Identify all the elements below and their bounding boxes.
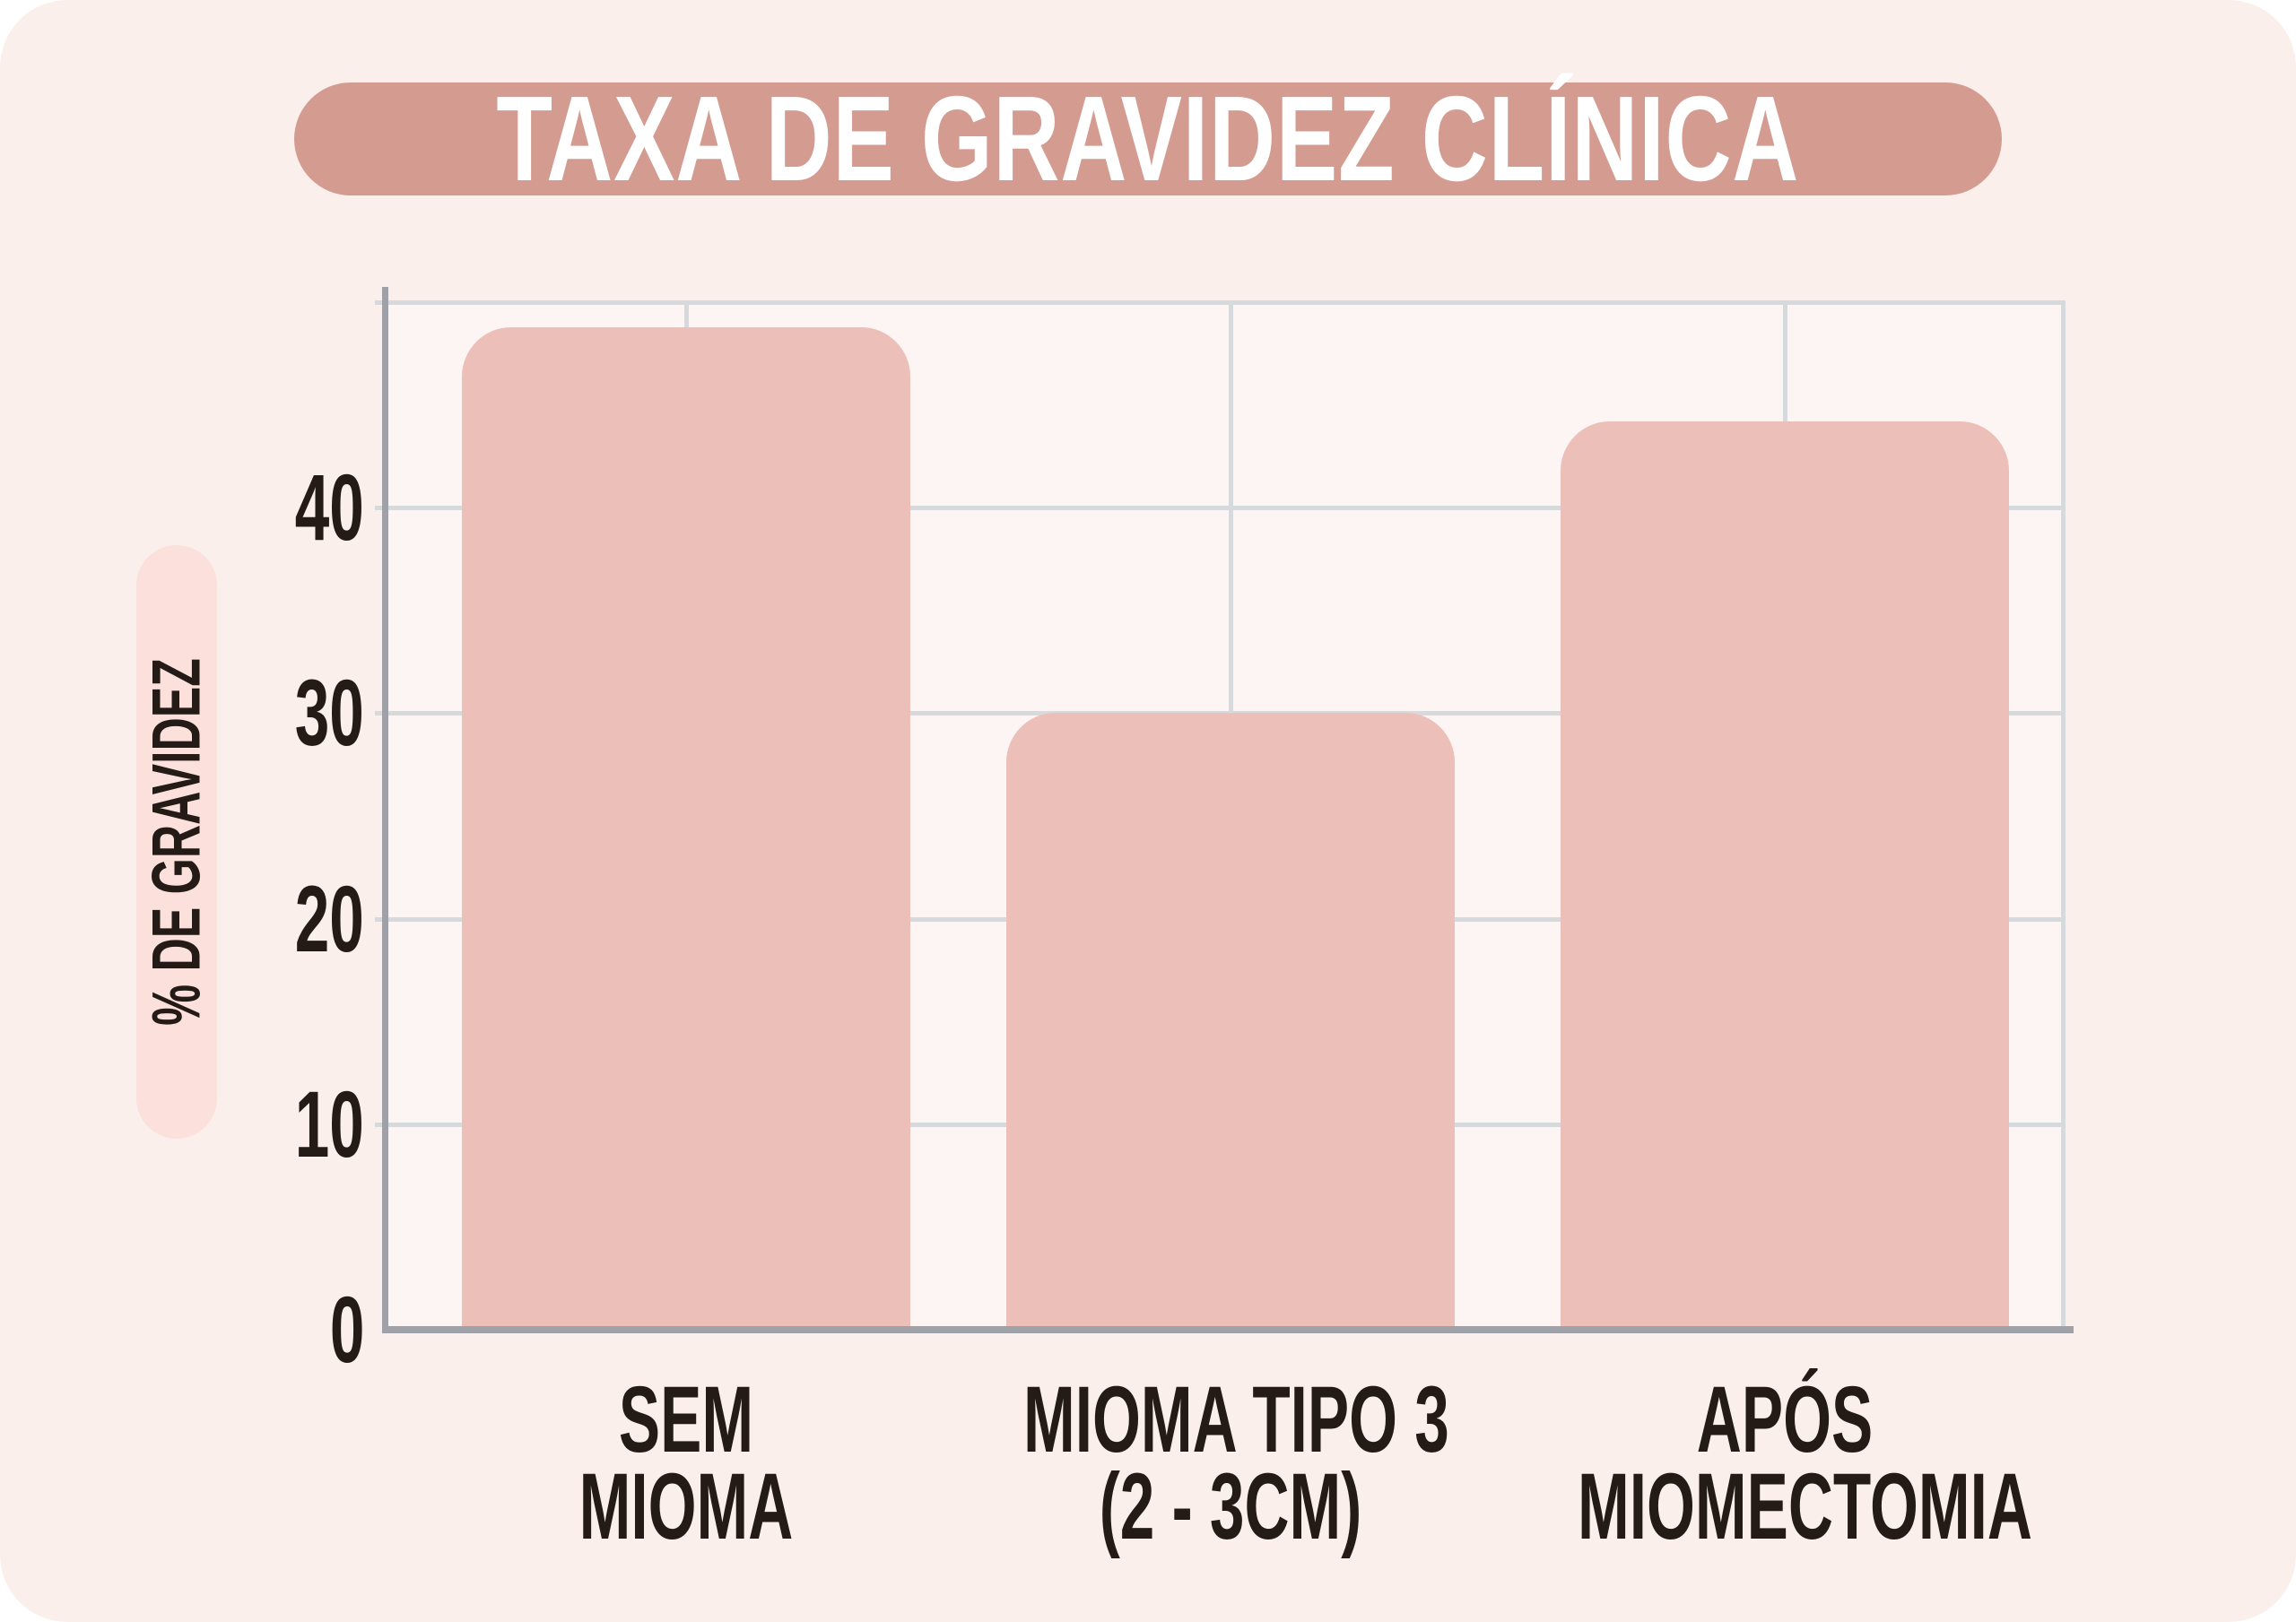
category-label-1: MIOMA TIPO 3 (2 - 3CM) — [1023, 1367, 1449, 1559]
bar-2 — [1561, 421, 2009, 1328]
y-tick-label-0: 0 — [329, 1278, 364, 1383]
bar-0 — [462, 326, 910, 1328]
category-label-2: APÓS MIOMECTOMIA — [1578, 1367, 2032, 1559]
plot-right-border — [2061, 302, 2066, 1330]
y-tick-label-40: 40 — [294, 455, 364, 561]
bar-1 — [1006, 713, 1455, 1328]
category-label-line: MIOMA TIPO 3 — [1023, 1367, 1449, 1472]
y-tick-label-10: 10 — [294, 1071, 364, 1177]
category-label-line: (2 - 3CM) — [1099, 1454, 1362, 1559]
category-label-line: APÓS — [1696, 1367, 1874, 1472]
y-tick-label-30: 30 — [294, 661, 364, 767]
y-axis-line — [382, 287, 388, 1333]
title-pill: TAXA DE GRAVIDEZ CLÍNICA — [294, 71, 2002, 206]
gridline-40 — [375, 506, 2066, 511]
gridline-50 — [375, 300, 2066, 305]
category-label-line: MIOMA — [578, 1454, 794, 1559]
category-label-line: SEM — [618, 1367, 754, 1472]
y-axis-label: % DE GRAVIDEZ — [138, 658, 215, 1026]
y-tick-label-20: 20 — [294, 866, 364, 972]
x-axis-line — [382, 1326, 2074, 1333]
y-axis-label-pill: % DE GRAVIDEZ — [136, 545, 217, 1139]
chart-title: TAXA DE GRAVIDEZ CLÍNICA — [496, 71, 1800, 206]
category-label-0: SEM MIOMA — [479, 1367, 893, 1559]
category-label-line: MIOMECTOMIA — [1578, 1454, 2032, 1559]
